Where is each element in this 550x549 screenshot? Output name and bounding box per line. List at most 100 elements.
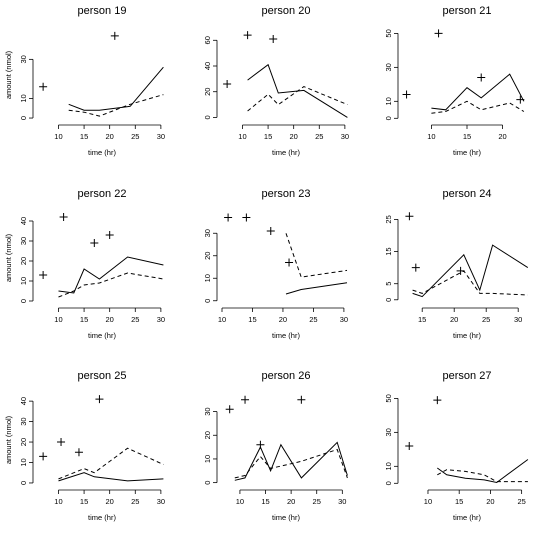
x-tick-label: 20 [106, 497, 114, 506]
plus-marker [59, 213, 68, 221]
x-axis-label: time (hr) [272, 331, 300, 340]
y-axis-label: amount (nmol) [4, 50, 13, 99]
y-axis-label: amount (nmol) [4, 233, 13, 282]
y-tick-label: 40 [19, 397, 28, 405]
panel-title: person 19 [78, 5, 127, 17]
x-tick-label: 25 [131, 132, 139, 141]
x-axis-label: time (hr) [88, 513, 116, 522]
plus-marker [225, 405, 234, 414]
x-tick-label: 30 [340, 315, 348, 324]
y-tick-label: 0 [384, 116, 393, 120]
solid-series-line [58, 256, 164, 294]
x-tick-label: 30 [157, 497, 165, 506]
x-tick-label: 30 [157, 132, 165, 141]
plus-marker [516, 95, 525, 104]
y-tick-label: 50 [384, 394, 393, 402]
solid-series-line [285, 282, 348, 295]
dashed-series-line [58, 447, 164, 480]
plus-marker [411, 263, 420, 272]
x-tick-label: 20 [279, 315, 287, 324]
x-tick-label: 20 [287, 497, 295, 506]
x-tick-label: 15 [80, 315, 88, 324]
panel-9: person 27 10 15 20 25 0 10 30 50 time (hr) [384, 370, 529, 522]
y-tick-label: 0 [203, 481, 212, 485]
x-tick-label: 10 [236, 497, 244, 506]
solid-series-line [68, 66, 164, 111]
plus-marker [241, 395, 250, 404]
x-tick-label: 10 [424, 497, 432, 506]
panel-title: person 23 [262, 188, 311, 200]
y-tick-label: 10 [19, 277, 28, 285]
panel-1: person 19 10 15 20 25 30 0 10 30 time (hr) amount … [4, 5, 165, 157]
y-tick-label: 30 [384, 428, 393, 436]
plus-marker [224, 213, 233, 222]
panel-3: person 21 10 15 20 0 10 30 50 time (hr) [384, 5, 525, 157]
x-tick-label: 20 [106, 315, 114, 324]
x-tick-label: 30 [338, 497, 346, 506]
dashed-series-line [437, 469, 528, 483]
x-tick-label: 10 [54, 315, 62, 324]
plus-marker [105, 231, 114, 239]
dashed-series-line [247, 86, 348, 112]
y-tick-label: 30 [19, 417, 28, 425]
plus-marker [57, 438, 66, 447]
x-tick-label: 30 [341, 132, 349, 141]
x-tick-label: 15 [261, 497, 269, 506]
plus-marker [405, 441, 414, 450]
x-tick-label: 15 [455, 497, 463, 506]
y-tick-label: 0 [384, 481, 393, 485]
y-tick-label: 25 [384, 215, 393, 223]
x-tick-label: 25 [131, 497, 139, 506]
y-tick-label: 40 [19, 217, 28, 225]
plus-marker [39, 452, 48, 461]
y-tick-label: 20 [19, 438, 28, 446]
plus-marker [456, 266, 465, 275]
y-tick-label: 30 [384, 63, 393, 71]
x-tick-label: 25 [517, 497, 525, 506]
panel-title: person 25 [78, 370, 127, 382]
x-tick-label: 10 [427, 132, 435, 141]
plus-marker [256, 440, 265, 449]
solid-series-line [437, 459, 529, 484]
y-tick-label: 40 [203, 62, 212, 70]
plus-marker [39, 82, 48, 91]
y-tick-label: 10 [384, 97, 393, 105]
panel-8: person 26 10 15 20 25 30 0 10 20 30 time (hr) [203, 370, 348, 522]
plus-marker [269, 35, 278, 43]
y-tick-label: 30 [19, 55, 28, 63]
x-tick-label: 20 [498, 132, 506, 141]
solid-series-line [234, 441, 348, 481]
plus-marker [110, 31, 119, 40]
y-tick-label: 60 [203, 36, 212, 44]
plus-marker [74, 448, 83, 457]
x-tick-label: 15 [418, 315, 426, 324]
x-tick-label: 25 [482, 315, 490, 324]
y-tick-label: 10 [19, 94, 28, 102]
dashed-series-line [234, 448, 348, 479]
solid-series-line [412, 244, 529, 298]
plus-marker [434, 29, 443, 38]
plus-marker [402, 90, 411, 99]
y-tick-label: 30 [203, 407, 212, 415]
plus-marker [433, 396, 442, 405]
plus-marker [223, 80, 232, 88]
y-tick-label: 20 [203, 252, 212, 260]
y-tick-label: 0 [203, 115, 212, 119]
x-tick-label: 25 [131, 315, 139, 324]
panel-title: person 24 [443, 188, 492, 200]
y-tick-label: 20 [203, 88, 212, 96]
plus-marker [242, 213, 251, 222]
panel-title: person 27 [443, 370, 492, 382]
x-tick-label: 20 [450, 315, 458, 324]
panel-4: person 22 10 15 20 25 30 0 10 20 30 40 time (hr) amo… [4, 188, 165, 340]
y-tick-label: 10 [203, 274, 212, 282]
x-axis-label: time (hr) [453, 331, 481, 340]
plus-marker [95, 395, 104, 404]
y-tick-label: 0 [19, 299, 28, 303]
x-tick-label: 20 [290, 132, 298, 141]
x-axis-label: time (hr) [88, 331, 116, 340]
y-tick-label: 20 [203, 431, 212, 439]
panel-2: person 20 10 15 20 25 30 0 20 40 60 time (hr) [203, 5, 349, 157]
panel-title: person 26 [262, 370, 311, 382]
